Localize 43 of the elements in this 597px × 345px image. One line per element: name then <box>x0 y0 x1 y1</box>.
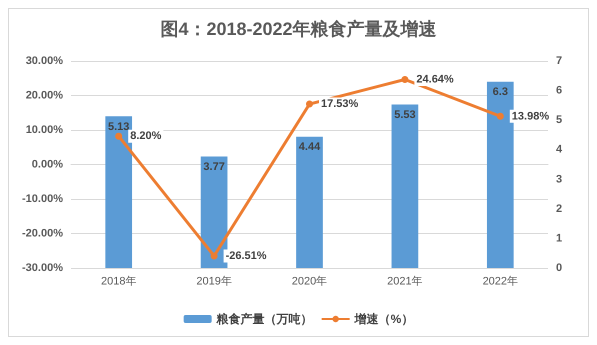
data-label: 5.13 <box>108 120 130 133</box>
data-label: 8.20% <box>130 130 162 142</box>
bar <box>392 104 418 268</box>
y-tick-label: 30.00% <box>26 55 64 67</box>
legend-label: 粮食产量（万吨） <box>216 312 313 326</box>
point <box>210 252 218 260</box>
data-label: 5.53 <box>394 108 416 121</box>
y2-tick-label: 3 <box>556 173 562 186</box>
y2-tick-label: 7 <box>556 55 562 67</box>
x-tick-label: 2020年 <box>292 276 328 288</box>
bar <box>486 82 514 268</box>
point <box>306 100 313 108</box>
y2-tick-label: 1 <box>556 232 562 244</box>
y-tick-label: 20.00% <box>26 90 64 102</box>
x-tick-label: 2018年 <box>100 276 136 288</box>
data-label: 4.44 <box>298 141 322 154</box>
bar <box>200 156 228 268</box>
legend-label: 增速（%） <box>354 312 414 326</box>
data-label: 6.3 <box>492 86 508 98</box>
x-tick-label: 2019年 <box>196 276 232 288</box>
y-tick-label: 10.00% <box>26 124 64 136</box>
y-tick-label: -30.00% <box>22 262 64 274</box>
y2-tick-label: 2 <box>556 202 562 215</box>
y-tick-label: -20.00% <box>22 228 64 240</box>
x-tick-label: 2021年 <box>387 276 423 288</box>
y2-tick-label: 4 <box>556 144 563 156</box>
bar <box>105 116 132 268</box>
y-tick-label: -10.00% <box>22 193 64 205</box>
data-label: 24.64% <box>416 73 454 86</box>
data-label: -26.51% <box>226 250 267 262</box>
data-label: 13.98% <box>512 110 550 122</box>
y2-tick-label: 6 <box>556 84 562 97</box>
point <box>401 76 408 83</box>
y-tick-label: 0.00% <box>32 158 64 170</box>
bar <box>296 136 323 268</box>
point <box>115 132 122 140</box>
data-label: 3.77 <box>203 161 225 174</box>
point <box>496 112 504 120</box>
y2-tick-label: 0 <box>556 262 562 274</box>
data-label: 17.53% <box>321 98 359 110</box>
x-tick-label: 2022年 <box>482 276 518 288</box>
y2-tick-label: 5 <box>556 114 562 126</box>
chart-title: 图4：2018-2022年粮食产量及增速 <box>160 19 437 39</box>
